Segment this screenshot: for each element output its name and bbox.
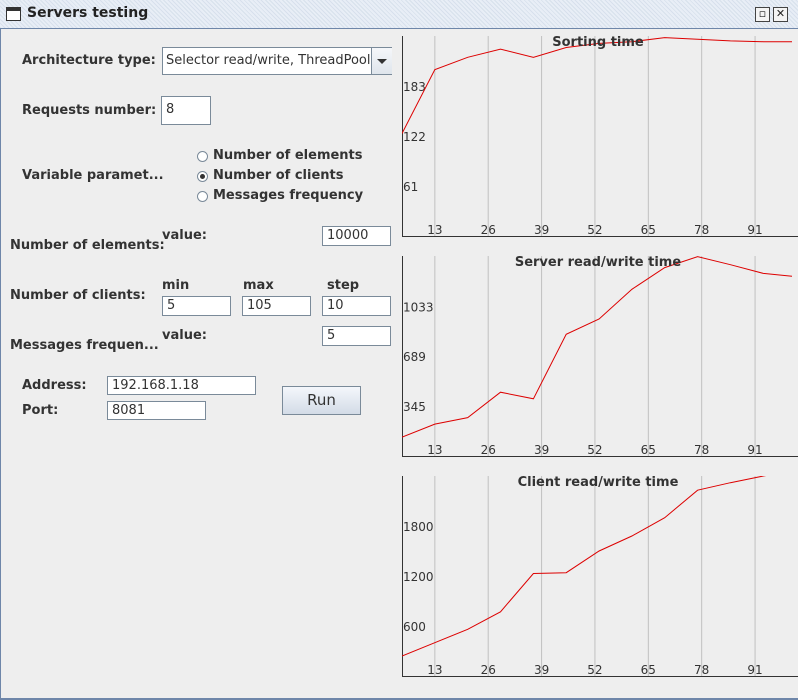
x-tick-label: 26 [481,443,496,457]
clients-max-label: max [243,278,274,293]
server-time-chart-svg: 13 26 39 52 65 78 91 345 689 1033 Server read/writ… [402,256,798,457]
x-tick-label: 39 [534,443,549,457]
x-tick-label: 39 [534,223,549,237]
frequency-label: Messages frequen... [10,338,159,353]
window-title: Servers testing [27,5,149,21]
close-icon[interactable]: ✕ [773,7,788,22]
requests-input[interactable]: 8 [161,96,211,125]
radio-number-of-elements[interactable] [197,151,208,162]
sorting-time-chart: 13 26 39 52 65 78 91 61 122 183 Sorting time [402,36,798,238]
y-tick-label: 61 [403,180,418,194]
x-tick-label: 52 [587,223,602,237]
clients-min-input[interactable]: 5 [162,296,231,316]
architecture-selected-value: Selector read/write, ThreadPool [166,53,371,68]
x-tick-label: 13 [427,663,442,677]
x-tick-label: 91 [747,443,762,457]
window-frame-bottom [0,698,798,700]
x-tick-label: 65 [641,663,656,677]
series-line [402,476,767,657]
clients-label: Number of clients: [10,288,146,303]
y-tick-label: 1200 [403,570,434,584]
window-icon [6,7,21,21]
chart-title: Server read/write time [515,256,682,270]
radio-number-of-clients[interactable] [197,171,208,182]
client-time-chart: 13 26 39 52 65 78 91 600 1200 1800 Client read/wri… [402,476,798,678]
run-button[interactable]: Run [282,386,361,415]
y-tick-label: 1033 [403,300,434,314]
dropdown-button[interactable] [371,48,392,74]
window-frame-left [0,29,1,700]
frequency-value-input[interactable]: 5 [322,326,391,346]
client-time-chart-svg: 13 26 39 52 65 78 91 600 1200 1800 Client read/wri… [402,476,798,677]
radio-frequency-label[interactable]: Messages frequency [213,188,364,203]
address-label: Address: [22,378,87,393]
requests-label: Requests number: [22,103,157,118]
address-input[interactable]: 192.168.1.18 [107,376,256,395]
radio-clients-label[interactable]: Number of clients [213,168,344,183]
x-tick-label: 78 [694,223,709,237]
chart-title: Client read/write time [518,476,679,490]
x-tick-label: 26 [481,663,496,677]
elements-label: Number of elements: [10,238,165,253]
y-tick-label: 345 [403,400,426,414]
x-tick-label: 91 [747,223,762,237]
x-tick-label: 39 [534,663,549,677]
sorting-time-chart-svg: 13 26 39 52 65 78 91 61 122 183 Sorting time [402,36,798,237]
y-tick-label: 689 [403,350,426,364]
frequency-value-label: value: [162,328,207,343]
chart-title: Sorting time [552,36,644,50]
variable-parameter-label: Variable paramet... [22,168,164,183]
x-tick-label: 52 [587,443,602,457]
x-tick-label: 13 [427,223,442,237]
x-tick-label: 13 [427,443,442,457]
port-input[interactable]: 8081 [107,401,206,420]
title-bar[interactable] [0,0,798,29]
x-tick-label: 78 [694,663,709,677]
y-tick-label: 122 [403,130,426,144]
x-tick-label: 26 [481,223,496,237]
x-tick-label: 65 [641,223,656,237]
architecture-label: Architecture type: [22,53,156,68]
y-tick-label: 1800 [403,520,434,534]
radio-elements-label[interactable]: Number of elements [213,148,363,163]
elements-value-input[interactable]: 10000 [322,226,391,246]
series-line [402,256,793,438]
series-line [402,37,792,134]
y-tick-label: 183 [403,80,426,94]
x-tick-label: 91 [747,663,762,677]
restore-icon[interactable]: ▫ [755,7,770,22]
x-tick-label: 52 [587,663,602,677]
clients-max-input[interactable]: 105 [242,296,311,316]
chevron-down-icon [377,59,387,64]
radio-messages-frequency[interactable] [197,191,208,202]
server-time-chart: 13 26 39 52 65 78 91 345 689 1033 Server read/writ… [402,256,798,458]
architecture-select[interactable]: Selector read/write, ThreadPool [162,47,392,75]
port-label: Port: [22,403,59,418]
elements-value-label: value: [162,228,207,243]
clients-step-label: step [327,278,360,293]
x-tick-label: 65 [641,443,656,457]
clients-step-input[interactable]: 10 [322,296,391,316]
x-tick-label: 78 [694,443,709,457]
clients-min-label: min [162,278,190,293]
y-tick-label: 600 [403,620,426,634]
